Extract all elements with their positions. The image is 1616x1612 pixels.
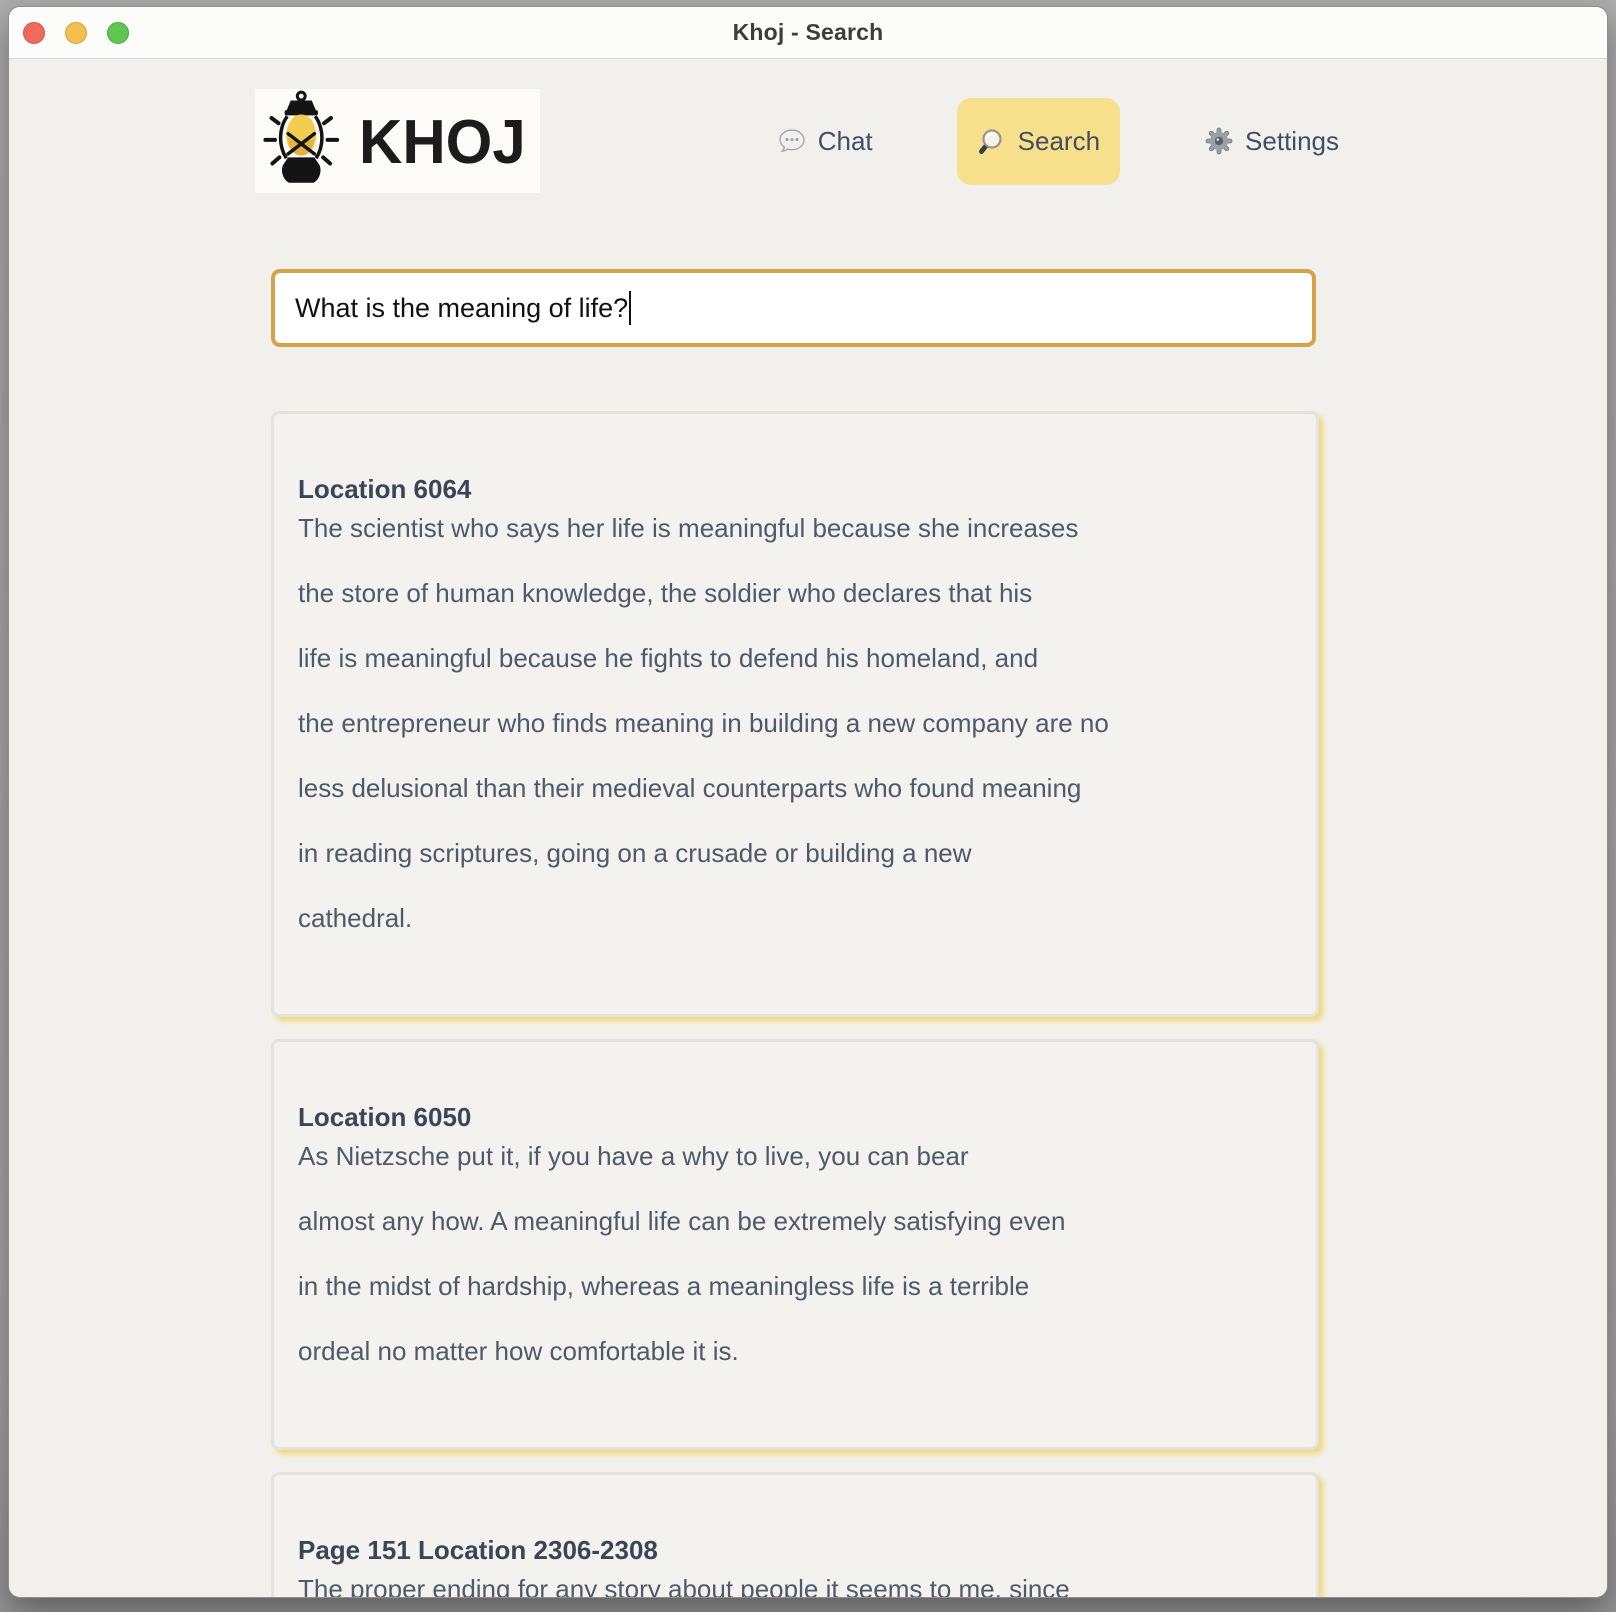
search-query-text: What is the meaning of life? bbox=[295, 292, 629, 323]
result-card-1[interactable]: Location 6064 The scientist who says her… bbox=[271, 411, 1319, 1017]
search-results: Location 6064 The scientist who says her… bbox=[271, 411, 1319, 1598]
result-heading: Page 151 Location 2306-2308 bbox=[298, 1535, 658, 1565]
result-line: life is meaningful because he fights to … bbox=[298, 643, 1039, 673]
result-line: the entrepreneur who finds meaning in bu… bbox=[298, 708, 1109, 738]
result-line: The proper ending for any story about pe… bbox=[298, 1574, 1070, 1598]
minimize-button[interactable] bbox=[65, 21, 87, 44]
nav-label-search: Search bbox=[1017, 125, 1101, 156]
result-line: ordeal no matter how comfortable it is. bbox=[298, 1336, 739, 1366]
nav-label-chat: Chat bbox=[817, 125, 873, 156]
nav-item-search[interactable]: Search bbox=[956, 97, 1121, 185]
main-content: KHOJ Chat bbox=[9, 59, 1607, 1598]
result-card-2[interactable]: Location 6050 As Nietzsche put it, if yo… bbox=[271, 1039, 1319, 1450]
result-line: in reading scriptures, going on a crusad… bbox=[298, 838, 972, 868]
result-line: less delusional than their medieval coun… bbox=[298, 773, 1082, 803]
result-heading: Location 6064 bbox=[298, 474, 472, 504]
traffic-lights bbox=[23, 7, 129, 58]
top-navigation: Chat Search bbox=[757, 97, 1359, 185]
result-card-3[interactable]: Page 151 Location 2306-2308 The proper e… bbox=[271, 1472, 1319, 1598]
chat-bubble-icon bbox=[777, 126, 807, 156]
lantern-icon bbox=[261, 89, 345, 194]
result-line: As Nietzsche put it, if you have a why t… bbox=[298, 1141, 969, 1171]
result-line: almost any how. A meaningful life can be… bbox=[298, 1206, 1066, 1236]
khoj-logo[interactable]: KHOJ bbox=[255, 89, 540, 193]
nav-item-chat[interactable]: Chat bbox=[757, 98, 893, 185]
app-window: Khoj - Search bbox=[8, 6, 1608, 1598]
nav-label-settings: Settings bbox=[1245, 125, 1339, 156]
window-title: Khoj - Search bbox=[732, 19, 884, 45]
result-line: the store of human knowledge, the soldie… bbox=[298, 578, 1033, 608]
header: KHOJ Chat bbox=[255, 89, 1359, 193]
result-line: The scientist who says her life is meani… bbox=[298, 513, 1079, 543]
gear-icon bbox=[1204, 126, 1234, 156]
result-line: cathedral. bbox=[298, 903, 413, 933]
result-line: in the midst of hardship, whereas a mean… bbox=[298, 1271, 1030, 1301]
nav-item-settings[interactable]: Settings bbox=[1184, 98, 1359, 185]
logo-text: KHOJ bbox=[359, 106, 526, 176]
titlebar[interactable]: Khoj - Search bbox=[9, 7, 1607, 59]
zoom-button[interactable] bbox=[107, 21, 129, 44]
result-heading: Location 6050 bbox=[298, 1102, 472, 1132]
close-button[interactable] bbox=[23, 21, 45, 44]
text-caret bbox=[629, 291, 632, 325]
magnifier-icon bbox=[977, 126, 1007, 156]
search-input[interactable]: What is the meaning of life? bbox=[271, 269, 1316, 347]
